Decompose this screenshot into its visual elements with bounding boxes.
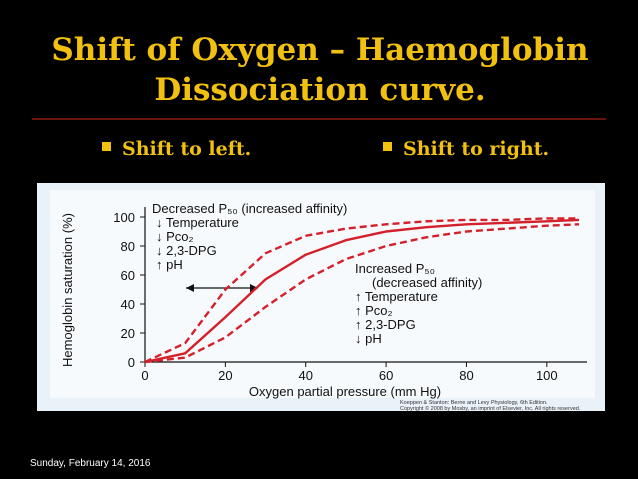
annotation: Decreased P₅₀ (increased affinity)	[152, 201, 347, 216]
credit: Koeppen & Stanton: Berne and Levy Physio…	[400, 400, 548, 406]
bullet-marker	[102, 142, 111, 151]
bullet: Shift to left.	[122, 138, 251, 160]
curve	[144, 217, 579, 364]
y-tick-label: 0	[128, 355, 135, 370]
curve	[144, 218, 580, 364]
slide-title: Dissociation curve.	[154, 72, 485, 108]
footer-date: Sunday, February 14, 2016	[30, 458, 151, 469]
y-axis-label: Hemoglobin saturation (%)	[60, 213, 75, 367]
bullet: Shift to right.	[403, 138, 549, 160]
y-tick-label: 60	[121, 268, 135, 283]
x-tick-label: 80	[459, 368, 473, 383]
chart: 0 20 40 60 80 100 0 20 40 60 80 100 Decreased P₅₀ (i…	[113, 201, 587, 412]
x-tick-label: 40	[298, 368, 312, 383]
curve	[144, 223, 580, 364]
annotation: ↑ Temperature	[355, 289, 438, 304]
annotation: ↓ pH	[355, 331, 382, 346]
x-axis-label: Oxygen partial pressure (mm Hg)	[249, 384, 441, 399]
slide-title: Shift of Oxygen – Haemoglobin	[51, 32, 588, 68]
annotation: ↑ pH	[156, 257, 183, 272]
x-tick-label: 20	[218, 368, 232, 383]
annotation: ↓ 2,3-DPG	[156, 243, 217, 258]
annotation: ↓ Temperature	[156, 215, 239, 230]
shift-arrow-head	[186, 284, 258, 292]
y-tick-label: 20	[121, 326, 135, 341]
bullet-marker	[383, 142, 392, 151]
x-tick-label: 60	[379, 368, 393, 383]
annotation: ↓ Pco₂	[156, 229, 194, 244]
annotation: (decreased affinity)	[372, 275, 482, 290]
annotation: ↑ 2,3-DPG	[355, 317, 416, 332]
y-tick-label: 80	[121, 239, 135, 254]
y-tick-label: 40	[121, 297, 135, 312]
annotation: Increased P₅₀	[355, 261, 435, 276]
plot-area	[50, 190, 595, 398]
annotation: ↑ Pco₂	[355, 303, 393, 318]
x-tick-label: 0	[141, 368, 148, 383]
credit: Copyright © 2008 by Mosby, an imprint of…	[400, 405, 581, 412]
x-tick-label: 100	[536, 368, 558, 383]
y-tick-label: 100	[113, 210, 135, 225]
